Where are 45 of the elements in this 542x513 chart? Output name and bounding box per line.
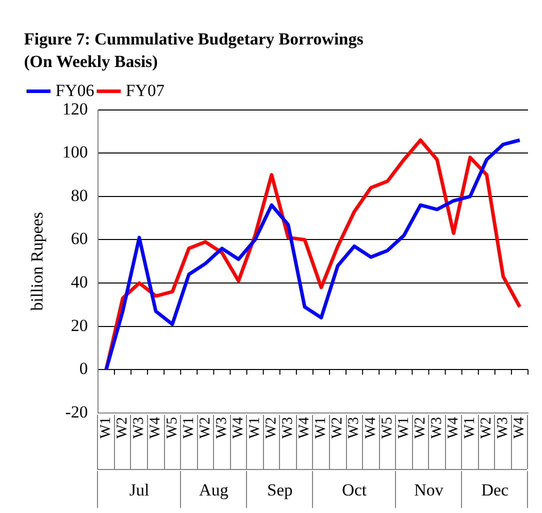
x-tick-label: W3 — [346, 417, 362, 439]
y-tick-label: 60 — [70, 229, 88, 248]
x-tick-label: W1 — [396, 417, 412, 439]
y-tick-label: 100 — [62, 142, 88, 162]
legend-label: FY07 — [126, 80, 165, 100]
text: Oct — [342, 480, 367, 500]
x-tick-label: W2 — [114, 417, 131, 439]
legend-label: FY06 — [56, 80, 94, 100]
y-tick-label: 80 — [70, 186, 88, 205]
x-tick-label: W2 — [264, 417, 280, 439]
y-axis-title: billion Rupees — [28, 212, 47, 311]
x-tick-label: W3 — [495, 417, 512, 439]
x-tick-label: W3 — [214, 417, 230, 439]
x-tick-label: W4 — [362, 416, 379, 439]
x-tick-label: W4 — [445, 416, 462, 439]
y-tick-label: 20 — [70, 316, 88, 335]
x-tick-label: W4 — [296, 416, 313, 439]
x-tick-label: W1 — [180, 417, 197, 439]
x-tick-label: W1 — [313, 417, 330, 439]
chart-title: Figure 7: Cummulative Budgetary Borrowings — [24, 30, 364, 49]
chart-subtitle: (On Weekly Basis) — [24, 52, 158, 71]
x-tick-label: W3 — [280, 417, 296, 439]
text: Sep — [267, 480, 293, 500]
x-tick-label: W4 — [512, 416, 528, 439]
text: Aug — [199, 480, 229, 500]
x-tick-label: W4 — [148, 416, 164, 439]
x-tick-label: W4 — [230, 416, 246, 439]
text: Jul — [129, 480, 150, 500]
x-tick-label: W1 — [462, 417, 478, 439]
x-tick-label: W3 — [428, 417, 445, 439]
x-tick-label: W1 — [98, 417, 114, 439]
x-tick-label: W2 — [412, 417, 428, 439]
x-tick-label: W2 — [197, 417, 214, 439]
text: Nov — [414, 480, 444, 500]
y-tick-label: 120 — [62, 99, 88, 118]
x-tick-label: W3 — [131, 417, 148, 439]
text: Dec — [481, 480, 510, 500]
y-tick-label: 0 — [79, 359, 88, 378]
x-tick-label: W1 — [246, 417, 263, 439]
y-tick-label: 40 — [70, 272, 88, 292]
x-tick-label: W5 — [379, 417, 396, 439]
y-tick-label: -20 — [65, 402, 88, 422]
x-tick-label: W2 — [478, 417, 495, 439]
x-tick-label: W5 — [164, 417, 180, 439]
x-tick-label: W2 — [330, 417, 346, 439]
